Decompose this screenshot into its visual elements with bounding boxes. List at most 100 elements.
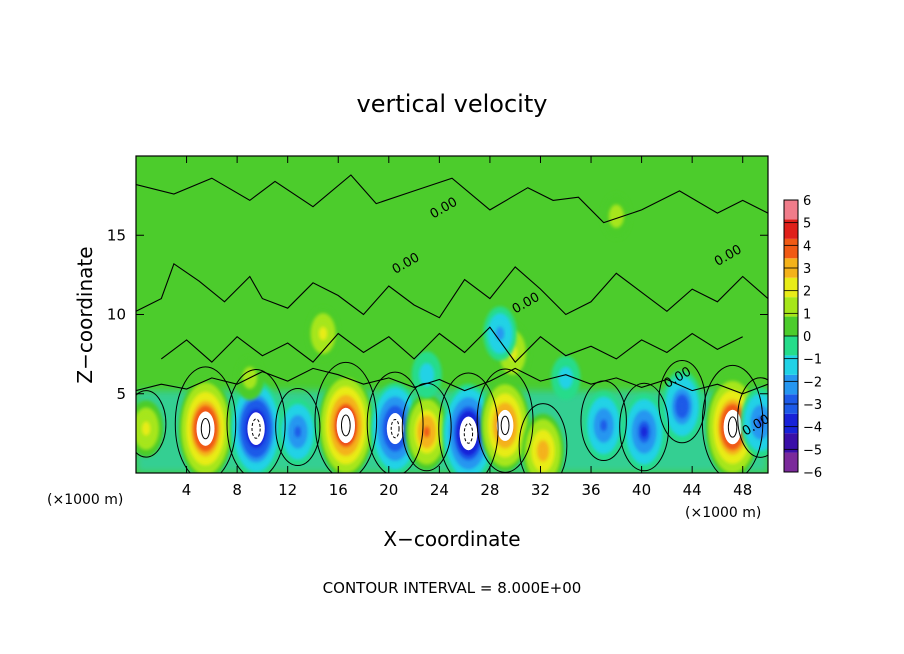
x-tick-label: 28 <box>480 481 499 499</box>
colorbar-tick-label: −4 <box>803 421 822 436</box>
x-tick-label: 32 <box>531 481 550 499</box>
peak-core <box>247 412 265 446</box>
cell-zero-contour <box>226 369 286 473</box>
cell-zero-contour <box>580 380 627 461</box>
colorbar-swatch <box>784 355 798 375</box>
colorbar-tick-label: 2 <box>803 285 811 300</box>
cell-zero-contour <box>476 368 534 473</box>
peak-contour <box>200 417 211 440</box>
colorbar-swatch <box>784 219 798 239</box>
peak-core <box>496 409 514 442</box>
peak-contour <box>500 415 510 436</box>
cell-zero-contour <box>701 364 764 473</box>
y-tick-label: 15 <box>107 226 126 244</box>
contour-interval-note: CONTOUR INTERVAL = 8.000E+00 <box>323 579 582 597</box>
cell-zero-contour <box>518 403 568 473</box>
x-axis: 4 8 12 16 20 24 28 32 36 40 44 48 <box>182 156 752 499</box>
cell-zero-contour <box>366 371 424 473</box>
peak-contour <box>251 418 261 439</box>
colorbar-tick-label: 1 <box>803 307 811 322</box>
colorbar-swatch <box>784 238 798 259</box>
velocity-cell <box>551 355 581 401</box>
cell-zero-contour <box>174 366 237 473</box>
plot-area: 0.000.000.000.000.000.00 <box>135 155 769 474</box>
x-tick-label: 16 <box>329 481 348 499</box>
colorbar-tick-label: −1 <box>803 353 822 368</box>
peak-core <box>336 407 356 444</box>
cell-zero-contour <box>275 388 321 467</box>
x-tick-label: 24 <box>430 481 449 499</box>
velocity-cell <box>442 383 495 473</box>
peak-core <box>386 413 404 445</box>
velocity-cell <box>601 192 632 240</box>
x-tick-label: 20 <box>379 481 398 499</box>
zero-contour <box>160 326 743 363</box>
colorbar-tick-label: −6 <box>803 466 822 481</box>
colorbar-tick-label: 4 <box>803 239 811 254</box>
y-axis-label: Z−coordinate <box>73 246 97 383</box>
chart-title: vertical velocity <box>357 90 548 118</box>
peak-contour <box>727 416 738 438</box>
velocity-field <box>136 192 768 473</box>
colorbar-swatch <box>784 413 798 434</box>
colorbar-tick-label: −3 <box>803 398 822 413</box>
cell-zero-contour <box>314 361 378 473</box>
x-unit-label-left: (×1000 m) <box>47 492 123 508</box>
x-unit-label-right: (×1000 m) <box>685 505 761 521</box>
x-tick-label: 8 <box>232 481 242 499</box>
y-tick-label: 10 <box>107 306 126 324</box>
velocity-cell <box>230 380 282 473</box>
colorbar-swatch <box>784 452 798 472</box>
colorbar-swatch <box>784 433 798 453</box>
colorbar-tick-label: −2 <box>803 375 822 390</box>
peak-contour <box>463 422 474 444</box>
colorbar-swatch <box>784 316 798 336</box>
cell-zero-contour <box>401 382 452 472</box>
colorbar-swatch <box>784 374 798 395</box>
colorbar-swatch <box>784 297 798 317</box>
colorbar-tick-label: −5 <box>803 443 822 458</box>
colorbar-tick-label: 6 <box>803 194 811 209</box>
colorbar-tick-label: 3 <box>803 262 811 277</box>
colorbar-swatch <box>784 277 798 298</box>
velocity-cell <box>522 413 564 473</box>
velocity-cell <box>661 370 703 443</box>
y-tick-label: 5 <box>116 385 126 403</box>
peak-contour <box>390 418 400 439</box>
zero-contour <box>136 262 768 319</box>
y-axis: 5 10 15 <box>107 226 768 403</box>
cell-zero-contour <box>658 360 706 444</box>
cell-zero-contour <box>438 372 499 473</box>
x-tick-label: 36 <box>581 481 600 499</box>
cell-zero-contour <box>737 377 768 458</box>
x-tick-label: 12 <box>278 481 297 499</box>
cell-zero-contour <box>619 382 670 472</box>
velocity-cell <box>318 373 373 473</box>
peak-core <box>196 411 215 446</box>
colorbar-tick-label: 5 <box>803 217 811 232</box>
colorbar-tick-label: 0 <box>803 330 811 345</box>
x-tick-label: 44 <box>683 481 702 499</box>
colorbar-swatch <box>784 200 798 220</box>
velocity-cell <box>583 390 624 461</box>
velocity-cell <box>136 400 164 458</box>
velocity-cell <box>622 393 666 471</box>
velocity-cell <box>405 393 449 471</box>
velocity-cell <box>483 306 517 361</box>
peak-core <box>459 416 478 451</box>
peak-contour <box>340 414 351 437</box>
zero-contour <box>136 174 768 224</box>
x-tick-label: 4 <box>182 481 192 499</box>
velocity-cell <box>178 377 233 473</box>
cell-zero-contour <box>136 390 167 458</box>
velocity-cell <box>480 379 530 472</box>
x-tick-label: 40 <box>632 481 651 499</box>
colorbar: 6 5 4 3 2 1 0 −1 −2 −3 −4 −5 −6 <box>783 194 822 481</box>
velocity-cell <box>411 351 442 399</box>
x-tick-label: 48 <box>733 481 752 499</box>
peak-core <box>723 409 742 445</box>
velocity-cell <box>306 306 340 361</box>
zero-contour <box>136 367 768 395</box>
velocity-cell <box>278 398 318 466</box>
